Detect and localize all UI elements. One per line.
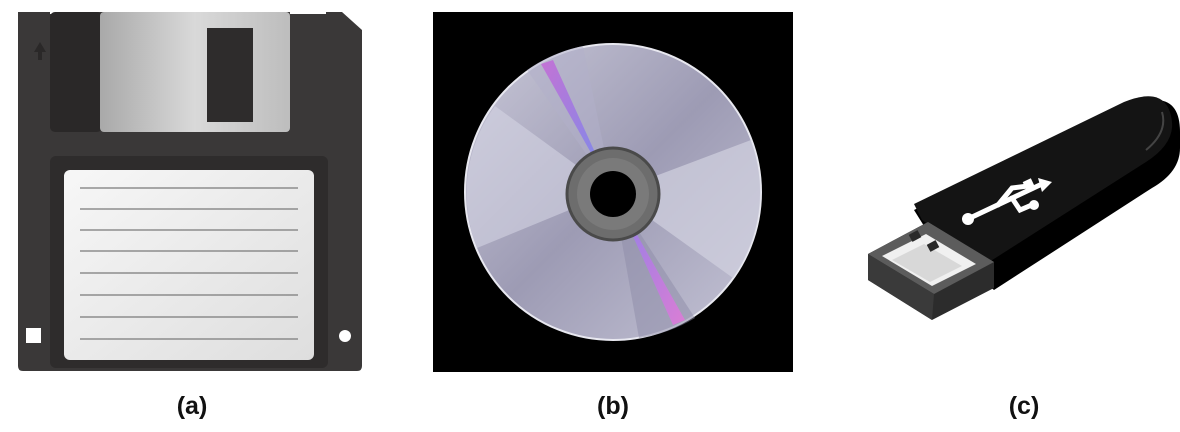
floppy-disk-icon (18, 8, 362, 371)
compact-disc-panel (433, 12, 793, 372)
usb-drive-panel (862, 92, 1180, 322)
caption-a: (a) (176, 392, 208, 420)
compact-disc-icon (433, 12, 793, 372)
caption-c: (c) (1008, 392, 1040, 420)
floppy-disk-panel (14, 8, 364, 374)
usb-flash-drive-icon (868, 96, 1180, 320)
caption-b: (b) (597, 392, 629, 420)
